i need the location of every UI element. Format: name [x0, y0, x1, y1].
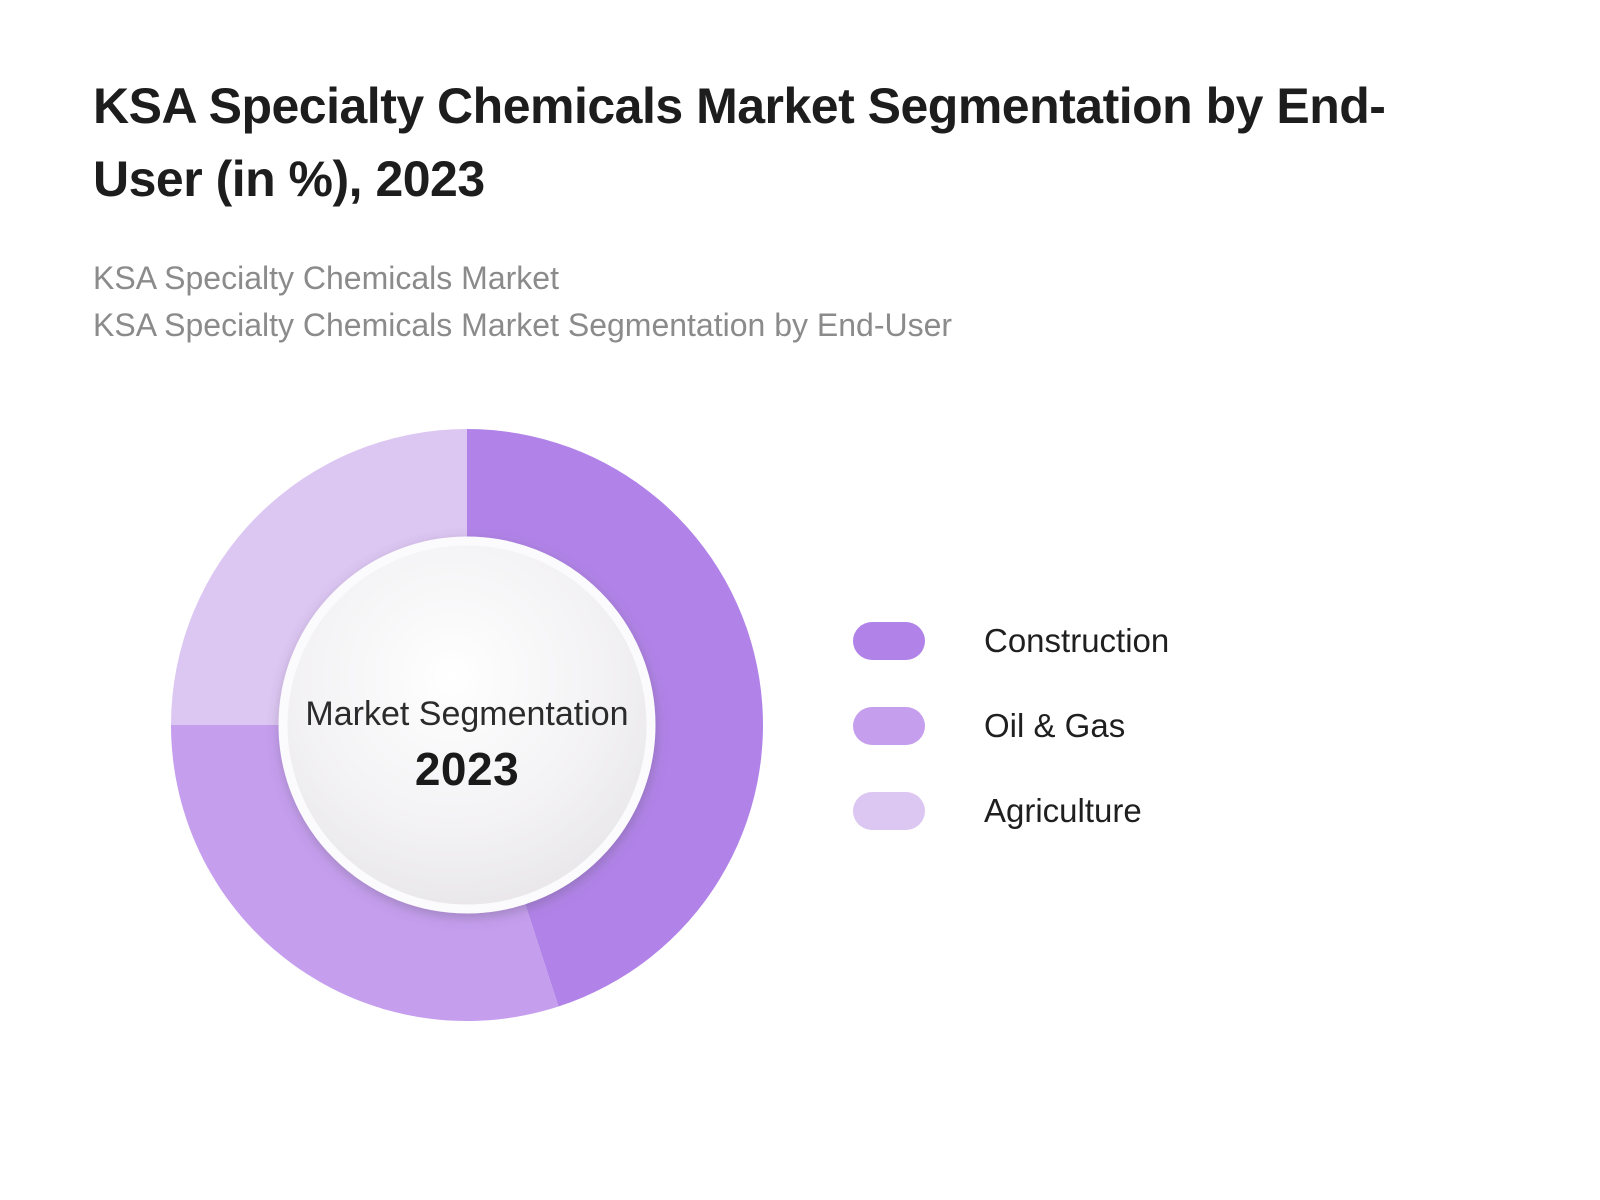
legend-swatch-agriculture: [853, 792, 925, 830]
page-title: KSA Specialty Chemicals Market Segmentat…: [93, 70, 1493, 216]
legend-item-oil-gas: Oil & Gas: [853, 707, 1169, 745]
page-title-line-2: User (in %), 2023: [93, 151, 485, 207]
legend-label-oil-gas: Oil & Gas: [984, 707, 1126, 744]
subtitle-line-1: KSA Specialty Chemicals Market: [93, 260, 559, 296]
legend-label-agriculture: Agriculture: [984, 792, 1142, 829]
legend-item-agriculture: Agriculture: [853, 792, 1169, 830]
legend-swatch-oil-gas: [853, 707, 925, 745]
legend-label-construction: Construction: [984, 622, 1170, 659]
donut-center-label: Market Segmentation: [305, 695, 628, 733]
donut-center-year: 2023: [415, 743, 519, 795]
legend-item-construction: Construction: [853, 622, 1169, 660]
legend-swatch-construction: [853, 622, 925, 660]
subtitle-line-2: KSA Specialty Chemicals Market Segmentat…: [93, 307, 953, 343]
page-title-line-1: KSA Specialty Chemicals Market Segmentat…: [93, 78, 1386, 134]
legend: Construction Oil & Gas Agriculture: [853, 622, 1169, 830]
donut-hole: [278, 536, 656, 914]
donut-svg: Market Segmentation 2023: [171, 429, 763, 1021]
donut-chart: Market Segmentation 2023: [171, 429, 763, 1021]
subtitle: KSA Specialty Chemicals Market KSA Speci…: [93, 255, 1293, 349]
